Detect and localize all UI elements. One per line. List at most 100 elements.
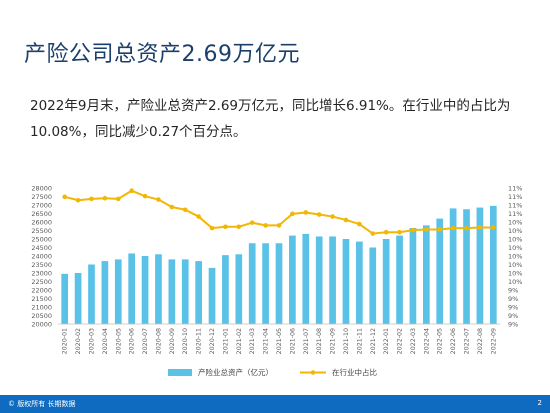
- x-tick-label: 2021-09: [330, 328, 337, 354]
- x-tick-label: 2022-07: [464, 328, 471, 354]
- legend-swatch-bar: [168, 369, 192, 376]
- share-point: [437, 227, 443, 232]
- y-right-tick-label: 10%: [508, 253, 522, 261]
- bar: [329, 236, 336, 324]
- share-point: [303, 210, 309, 215]
- x-tick-label: 2022-01: [383, 328, 390, 354]
- share-point: [343, 217, 349, 223]
- bar: [101, 261, 109, 324]
- y-left-tick-label: 25500: [31, 227, 52, 235]
- x-tick-label: 2020-07: [142, 328, 149, 354]
- bar: [155, 254, 162, 324]
- share-point: [196, 214, 201, 219]
- legend-label-line: 在行业中占比: [332, 367, 377, 377]
- x-tick-label: 2020-01: [62, 328, 69, 354]
- x-tick-label: 2020-04: [102, 328, 109, 354]
- x-tick-label: 2020-08: [155, 328, 162, 354]
- x-tick-label: 2021-12: [370, 328, 377, 354]
- x-tick-label: 2022-06: [450, 328, 457, 354]
- y-left-tick-label: 24500: [31, 244, 52, 252]
- bar: [195, 261, 202, 324]
- bar: [208, 267, 216, 324]
- x-tick-label: 2021-03: [249, 328, 256, 354]
- page-number: 2: [537, 399, 542, 407]
- share-point: [129, 188, 134, 194]
- x-tick-label: 2022-05: [437, 328, 444, 354]
- bar: [181, 259, 189, 324]
- y-left-tick-label: 22000: [31, 287, 52, 295]
- y-left-tick-label: 27000: [31, 202, 52, 210]
- share-point: [156, 197, 161, 202]
- y-right-tick-label: 11%: [508, 202, 522, 210]
- footer-bar: © 版权所有 长期数据 2: [0, 395, 550, 413]
- bar: [262, 243, 269, 324]
- bar: [436, 218, 444, 324]
- y-right-tick-label: 10%: [508, 236, 522, 244]
- summary-text: 2022年9月末，产险业总资产2.69万亿元，同比增长6.91%。在行业中的占比…: [30, 98, 511, 140]
- bar: [396, 235, 403, 324]
- share-point: [89, 196, 94, 202]
- y-right-tick-label: 10%: [508, 219, 522, 227]
- share-point: [464, 225, 469, 231]
- y-left-tick-label: 24000: [31, 253, 52, 261]
- x-tick-label: 2020-10: [182, 328, 189, 354]
- share-point: [424, 227, 429, 232]
- bar: [141, 256, 149, 324]
- bar: [422, 225, 430, 324]
- x-tick-label: 2021-08: [316, 328, 323, 354]
- share-point: [316, 212, 322, 217]
- share-point: [410, 227, 416, 233]
- bar: [369, 247, 377, 324]
- x-tick-label: 2020-06: [129, 328, 136, 354]
- x-tick-label: 2022-08: [477, 328, 484, 354]
- bar: [235, 254, 243, 324]
- share-point: [236, 224, 242, 230]
- asset-chart: 20000 20500 21000 21500 22000 22500 23000 23500…: [0, 170, 550, 385]
- y-right-tick-label: 10%: [508, 278, 522, 286]
- bar: [449, 208, 457, 324]
- bar: [463, 209, 470, 324]
- share-point: [62, 194, 67, 200]
- y-left-tick-label: 25000: [31, 236, 52, 244]
- bar: [128, 253, 136, 324]
- x-tick-label: 2021-01: [222, 328, 229, 354]
- bar: [61, 273, 69, 324]
- share-point: [209, 225, 215, 231]
- x-tick-label: 2020-05: [115, 328, 122, 354]
- y-right-tick-label: 11%: [508, 185, 522, 193]
- share-point: [169, 204, 175, 210]
- y-right-tick-label: 9%: [508, 287, 518, 295]
- x-tick-label: 2022-02: [397, 328, 404, 354]
- bar: [248, 243, 256, 324]
- share-point: [491, 225, 496, 230]
- x-tick-label: 2020-12: [209, 328, 216, 354]
- x-tick-label: 2021-07: [303, 328, 310, 354]
- bar: [315, 236, 323, 324]
- share-point: [223, 224, 228, 230]
- y-left-tick-label: 21500: [31, 295, 52, 303]
- bar: [409, 227, 417, 324]
- share-point: [370, 231, 376, 236]
- x-tick-label: 2022-09: [490, 328, 497, 354]
- share-point: [75, 197, 81, 203]
- y-right-tick-label: 10%: [508, 244, 522, 252]
- x-tick-label: 2020-03: [88, 328, 95, 354]
- y-right-tick-label: 10%: [508, 227, 522, 235]
- share-point: [477, 225, 483, 230]
- y-right-tick-label: 9%: [508, 321, 518, 329]
- x-tick-label: 2021-11: [356, 328, 363, 354]
- bar: [222, 255, 229, 324]
- y-left-tick-label: 26500: [31, 210, 52, 218]
- y-right-tick-label: 10%: [508, 270, 522, 278]
- y-left-tick-label: 28000: [31, 185, 52, 193]
- share-point: [397, 229, 402, 235]
- bar: [476, 207, 484, 324]
- y-left-tick-label: 26000: [31, 219, 52, 227]
- x-tick-label: 2021-06: [289, 328, 296, 354]
- share-point: [102, 195, 108, 201]
- bar: [382, 239, 390, 324]
- bar: [289, 235, 296, 324]
- y-left-tick-label: 27500: [31, 193, 52, 201]
- y-right-tick-label: 11%: [508, 193, 522, 201]
- x-tick-label: 2021-02: [236, 328, 243, 354]
